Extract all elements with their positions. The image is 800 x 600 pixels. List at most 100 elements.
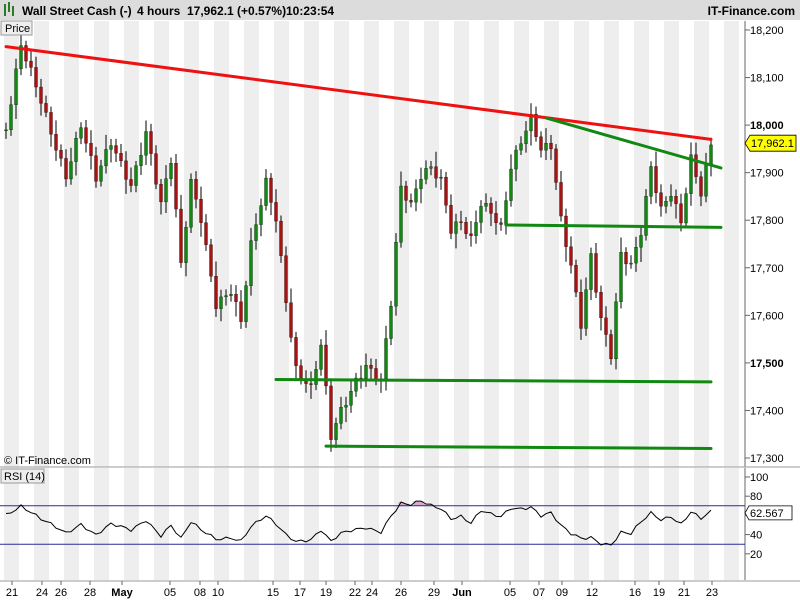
- candle-body: [64, 158, 68, 180]
- candle-body: [239, 301, 243, 322]
- support-middle-line: [274, 378, 713, 384]
- session-stripe: [124, 468, 139, 580]
- x-tick-label: 19: [653, 587, 665, 599]
- price-y-axis: 18,200 18,100 18,000 17,900 17,800 17,700 17,6…: [745, 25, 784, 465]
- candle-body: [89, 143, 93, 156]
- candle-body: [649, 166, 653, 197]
- candle-body: [69, 161, 73, 180]
- candle-body: [469, 233, 473, 236]
- x-tick-label: 07: [533, 587, 545, 599]
- x-tick-label: Jun: [452, 587, 472, 599]
- candle-body: [269, 177, 273, 203]
- candle-body: [294, 337, 298, 366]
- rsi-overbought-fill: [428, 504, 434, 506]
- candle-body: [384, 338, 388, 379]
- candle-body: [354, 377, 358, 392]
- candle-body: [674, 196, 678, 204]
- session-stripe: [454, 468, 469, 580]
- session-stripe: [424, 21, 439, 467]
- candle-body: [144, 131, 148, 156]
- y-tick-label: 17,700: [750, 263, 784, 275]
- candle-body: [274, 202, 278, 222]
- session-stripe: [724, 468, 739, 580]
- x-tick-label: 19: [320, 587, 332, 599]
- candle-body: [554, 148, 558, 183]
- candle-body: [149, 131, 153, 154]
- session-stripe: [64, 21, 79, 467]
- candle-body: [454, 221, 458, 234]
- candle-body: [104, 149, 108, 167]
- session-stripe: [214, 21, 229, 467]
- x-tick-label: 22: [349, 587, 361, 599]
- candle-body: [419, 179, 423, 189]
- candle-body: [424, 168, 428, 180]
- candle-body: [224, 295, 228, 298]
- candle-body: [394, 242, 398, 307]
- candle-body: [254, 224, 258, 241]
- rsi-session-stripes: [4, 468, 739, 580]
- x-tick-label: 24: [36, 587, 48, 599]
- candle-body: [234, 294, 238, 302]
- candle-body: [154, 153, 158, 185]
- candle-body: [434, 166, 438, 179]
- candle-body: [49, 112, 53, 135]
- candle-body: [84, 127, 88, 144]
- candle-body: [609, 334, 613, 360]
- session-stripe: [334, 468, 349, 580]
- candle-body: [334, 423, 338, 440]
- y-tick-label: 18,100: [750, 73, 784, 85]
- resistance-line: [4, 45, 713, 141]
- candle-body: [19, 45, 23, 70]
- x-tick-label: 21: [678, 587, 690, 599]
- candle-body: [29, 60, 33, 68]
- candle-body: [179, 208, 183, 263]
- candle-body: [689, 154, 693, 194]
- candle-body: [249, 240, 253, 286]
- candle-body: [449, 205, 453, 234]
- session-stripe: [394, 468, 409, 580]
- x-tick-label: 24: [366, 587, 378, 599]
- x-tick-label: 15: [267, 587, 279, 599]
- session-stripe: [574, 468, 589, 580]
- session-stripe: [334, 21, 349, 467]
- session-stripe: [274, 468, 289, 580]
- candle-body: [204, 222, 208, 245]
- candle-body: [94, 155, 98, 182]
- rsi-overbought-fill: [398, 502, 404, 506]
- x-tick-label: May: [111, 587, 133, 599]
- x-tick-label: 09: [556, 587, 568, 599]
- candle-body: [59, 150, 63, 159]
- session-stripe: [304, 468, 319, 580]
- session-stripe: [514, 21, 529, 467]
- candle-body: [399, 185, 403, 243]
- session-stripe: [454, 21, 469, 467]
- support-lower-line: [324, 444, 713, 450]
- session-stripe: [364, 468, 379, 580]
- y-tick-label: 80: [750, 491, 762, 503]
- candle-body: [634, 247, 638, 264]
- candle-body: [524, 130, 528, 144]
- candle-body: [309, 383, 313, 385]
- y-tick-label: 17,400: [750, 405, 784, 417]
- candle-body: [644, 196, 648, 236]
- candle-body: [314, 369, 318, 385]
- rsi-line: [5, 500, 712, 546]
- y-tick-label: 17,600: [750, 310, 784, 322]
- y-tick-label: 17,500: [750, 358, 784, 370]
- candle-body: [409, 200, 413, 203]
- candle-body: [9, 104, 13, 131]
- candle-body: [479, 206, 483, 223]
- session-stripe: [664, 468, 679, 580]
- candle-body: [169, 163, 173, 179]
- session-stripe: [484, 21, 499, 467]
- candle-body: [319, 344, 323, 370]
- candle-body: [79, 127, 83, 139]
- candle-body: [539, 136, 543, 151]
- candle-body: [624, 252, 628, 265]
- candle-body: [654, 166, 658, 193]
- candle-body: [699, 176, 703, 197]
- candle-body: [54, 134, 58, 151]
- candle-body: [99, 165, 103, 182]
- candle-body: [694, 154, 698, 177]
